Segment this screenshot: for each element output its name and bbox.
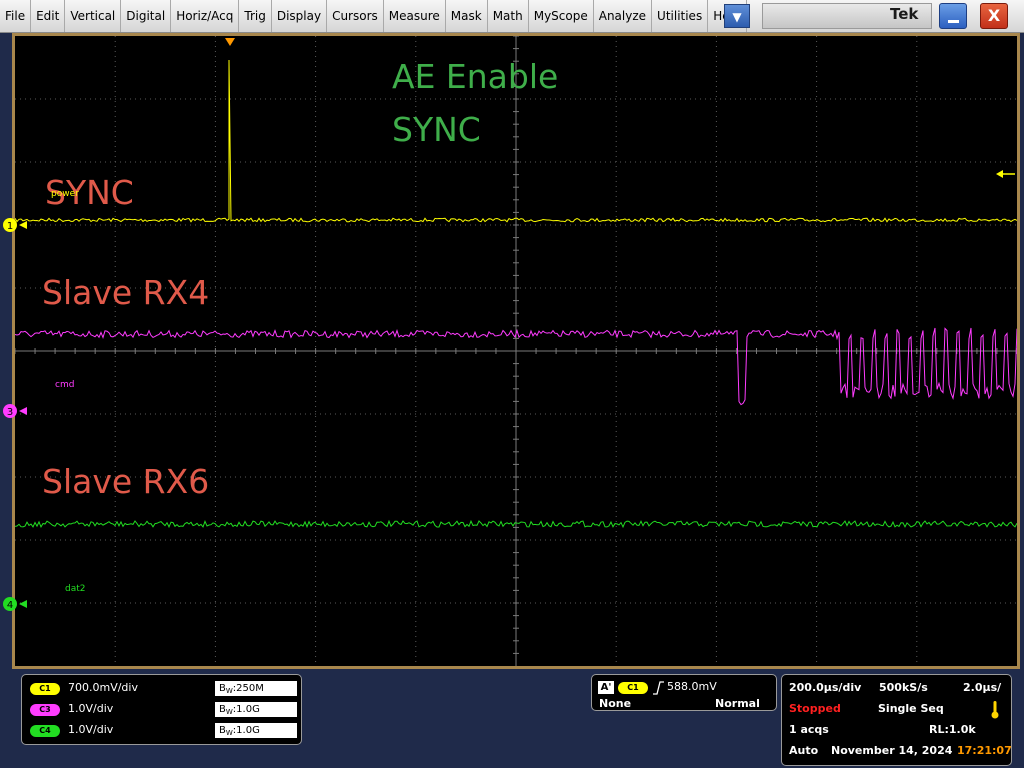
record-length: RL:1.0k	[929, 723, 976, 736]
svg-text:1: 1	[7, 221, 13, 232]
annotation-ae-enable: AE Enable	[392, 57, 558, 96]
bw-sub-letter: W	[225, 687, 233, 695]
annotation-slave-rx6: Slave RX6	[42, 462, 209, 501]
annotation-sync-red: SYNC	[45, 173, 134, 212]
timebase-settings-panel[interactable]: 200.0µs/div 500kS/s 2.0µs/ Stopped Singl…	[781, 674, 1012, 766]
ch4-waveform	[15, 519, 1017, 529]
menu-digital[interactable]: Digital	[121, 0, 172, 32]
bw-sub-letter: W	[225, 708, 233, 716]
menu-analyze[interactable]: Analyze	[594, 0, 653, 32]
ch4-label: dat2	[65, 584, 85, 594]
vertical-settings-panel[interactable]: C1 700.0mV/div BW:250M C3 1.0V/div BW:1.…	[21, 674, 302, 745]
menu-dropdown-button[interactable]: ▼	[724, 4, 750, 28]
ch4-bandwidth-value: 1.0G	[236, 725, 260, 736]
acquisition-count: 1 acqs	[789, 723, 829, 736]
ch1-ground-marker[interactable]: 1	[3, 218, 27, 232]
time-per-div: 200.0µs/div	[789, 681, 862, 694]
window-title-area	[762, 3, 932, 29]
menu-items: File Edit Vertical Digital Horiz/Acq Trig Disp…	[0, 0, 747, 32]
minimize-icon	[948, 20, 959, 23]
resolution: 2.0µs/	[963, 681, 1002, 694]
ch3-bandwidth[interactable]: BW:1.0G	[215, 702, 297, 717]
rising-edge-icon	[653, 681, 664, 695]
menu-bar: File Edit Vertical Digital Horiz/Acq Trig Disp…	[0, 0, 1024, 33]
ch1-scale: 700.0mV/div	[68, 681, 138, 694]
trigger-settings-panel[interactable]: A' C1 588.0mV None Normal	[591, 674, 777, 711]
ch1-badge[interactable]: C1	[30, 683, 60, 695]
menu-measure[interactable]: Measure	[384, 0, 446, 32]
annotation-slave-rx4: Slave RX4	[42, 273, 209, 312]
date: November 14, 2024	[831, 744, 953, 757]
trigger-mode: Normal	[715, 697, 760, 710]
graticule	[15, 36, 1017, 666]
menu-vertical[interactable]: Vertical	[65, 0, 122, 32]
thermometer-icon	[991, 701, 999, 719]
menu-cursors[interactable]: Cursors	[327, 0, 384, 32]
menu-utilities[interactable]: Utilities	[652, 0, 709, 32]
trigger-label: A'	[598, 681, 614, 694]
menu-display[interactable]: Display	[272, 0, 328, 32]
bw-letter: B	[219, 725, 226, 736]
trigger-position-marker[interactable]	[225, 38, 235, 46]
sample-rate: 500kS/s	[879, 681, 928, 694]
ch1-waveform	[15, 59, 1017, 223]
bw-letter: B	[219, 683, 226, 694]
trigger-source-badge[interactable]: C1	[618, 682, 648, 694]
menu-edit[interactable]: Edit	[31, 0, 66, 32]
menu-mask[interactable]: Mask	[446, 0, 488, 32]
svg-text:3: 3	[7, 407, 13, 418]
close-button[interactable]: X	[980, 3, 1008, 29]
bw-sub-letter: W	[225, 729, 233, 737]
ch3-badge[interactable]: C3	[30, 704, 60, 716]
menu-horiz-acq[interactable]: Horiz/Acq	[171, 0, 240, 32]
ch4-ground-marker[interactable]: 4	[3, 597, 27, 611]
minimize-button[interactable]	[939, 3, 967, 29]
svg-text:4: 4	[7, 600, 13, 611]
acquisition-state: Stopped	[789, 702, 841, 715]
trigger-level: 588.0mV	[667, 680, 717, 693]
run-mode: Auto	[789, 744, 819, 757]
ch1-bandwidth-value: 250M	[236, 683, 264, 694]
ch1-bandwidth[interactable]: BW:250M	[215, 681, 297, 696]
waveform-display[interactable]: AE Enable SYNC SYNC Slave RX4 Slave RX6 …	[12, 33, 1020, 669]
ch3-waveform	[15, 327, 1017, 406]
bw-letter: B	[219, 704, 226, 715]
trigger-coupling: None	[599, 697, 632, 710]
ch3-scale: 1.0V/div	[68, 702, 114, 715]
ch3-ground-marker[interactable]: 3	[3, 404, 27, 418]
ch3-label: cmd	[55, 380, 74, 390]
menu-math[interactable]: Math	[488, 0, 529, 32]
ch3-bandwidth-value: 1.0G	[236, 704, 260, 715]
ch4-scale: 1.0V/div	[68, 723, 114, 736]
trigger-level-marker[interactable]	[996, 170, 1015, 178]
menu-trig[interactable]: Trig	[239, 0, 272, 32]
menu-file[interactable]: File	[0, 0, 32, 32]
ch4-badge[interactable]: C4	[30, 725, 60, 737]
menu-myscope[interactable]: MyScope	[529, 0, 594, 32]
tek-logo: Tek	[890, 5, 919, 23]
ch1-label: power	[51, 189, 79, 199]
sequence-mode: Single Seq	[878, 702, 944, 715]
ch4-bandwidth[interactable]: BW:1.0G	[215, 723, 297, 738]
annotation-sync-green: SYNC	[392, 110, 481, 149]
time: 17:21:07	[957, 744, 1012, 757]
